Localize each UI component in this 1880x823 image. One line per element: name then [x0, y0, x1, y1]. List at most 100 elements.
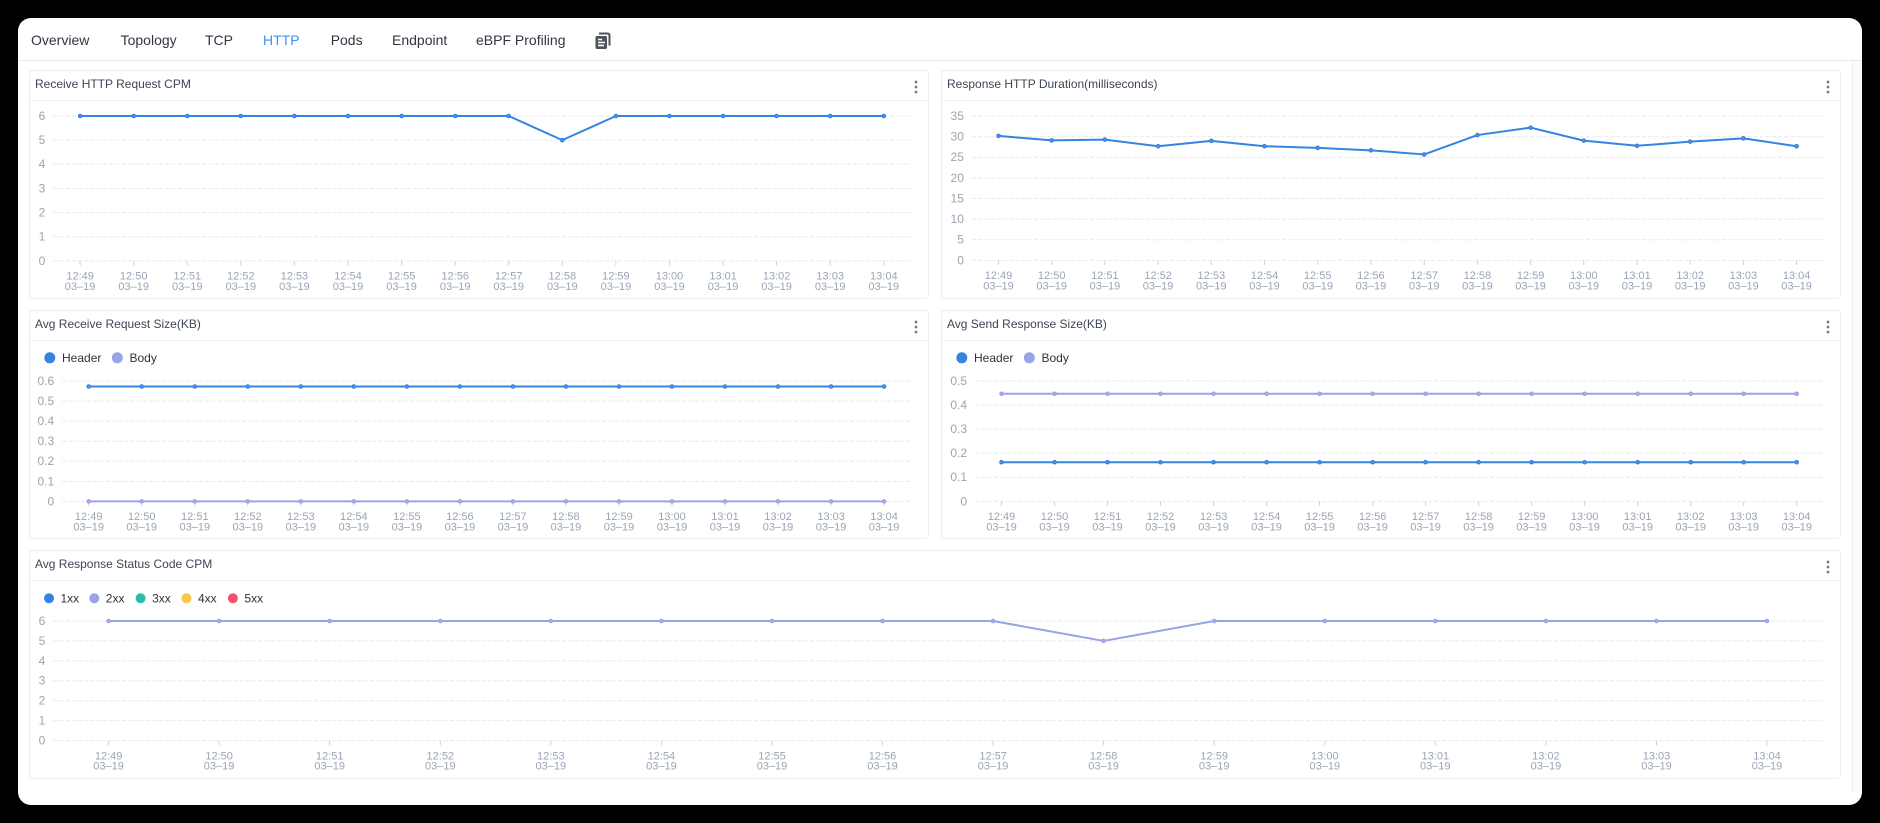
svg-text:03–19: 03–19 — [1357, 522, 1388, 534]
svg-text:03–19: 03–19 — [1462, 281, 1493, 293]
svg-text:30: 30 — [951, 130, 965, 144]
svg-text:12:56: 12:56 — [446, 511, 474, 523]
svg-text:03–19: 03–19 — [93, 761, 124, 773]
svg-text:03–19: 03–19 — [1515, 281, 1546, 293]
svg-text:5: 5 — [39, 634, 46, 648]
svg-text:03–19: 03–19 — [1304, 522, 1335, 534]
svg-text:03–19: 03–19 — [498, 522, 529, 534]
svg-text:6: 6 — [39, 109, 46, 123]
svg-text:03–19: 03–19 — [1039, 522, 1070, 534]
svg-text:03–19: 03–19 — [392, 522, 423, 534]
svg-text:03–19: 03–19 — [708, 281, 739, 293]
svg-text:2: 2 — [39, 694, 46, 708]
svg-text:03–19: 03–19 — [1752, 761, 1783, 773]
svg-text:12:52: 12:52 — [234, 511, 262, 523]
svg-text:12:51: 12:51 — [174, 271, 202, 283]
svg-text:12:52: 12:52 — [1147, 511, 1175, 523]
svg-text:03–19: 03–19 — [1531, 761, 1562, 773]
svg-text:03–19: 03–19 — [761, 281, 792, 293]
svg-text:03–19: 03–19 — [1781, 281, 1812, 293]
svg-text:12:51: 12:51 — [316, 750, 344, 762]
svg-text:03–19: 03–19 — [1249, 281, 1280, 293]
svg-text:2: 2 — [39, 206, 46, 220]
svg-text:12:53: 12:53 — [1200, 511, 1228, 523]
svg-text:12:50: 12:50 — [1038, 270, 1066, 282]
svg-text:0: 0 — [48, 494, 55, 508]
svg-text:3: 3 — [39, 181, 46, 195]
svg-text:12:58: 12:58 — [1090, 750, 1118, 762]
svg-text:Body: Body — [1042, 351, 1069, 365]
svg-text:12:52: 12:52 — [227, 271, 255, 283]
svg-text:13:03: 13:03 — [816, 271, 844, 283]
svg-text:0.2: 0.2 — [38, 454, 55, 468]
svg-text:03–19: 03–19 — [386, 281, 417, 293]
svg-text:03–19: 03–19 — [978, 761, 1009, 773]
svg-text:03–19: 03–19 — [339, 522, 370, 534]
svg-text:4: 4 — [39, 157, 46, 171]
svg-text:13:04: 13:04 — [1783, 270, 1811, 282]
svg-text:03–19: 03–19 — [493, 281, 524, 293]
svg-text:03–19: 03–19 — [118, 281, 149, 293]
svg-text:03–19: 03–19 — [1728, 281, 1759, 293]
svg-text:0.4: 0.4 — [38, 414, 55, 428]
svg-text:03–19: 03–19 — [314, 761, 345, 773]
svg-text:0: 0 — [39, 734, 46, 748]
svg-text:12:58: 12:58 — [1464, 270, 1492, 282]
svg-text:03–19: 03–19 — [536, 761, 567, 773]
svg-text:03–19: 03–19 — [757, 761, 788, 773]
svg-text:25: 25 — [951, 150, 965, 164]
svg-text:03–19: 03–19 — [1569, 522, 1600, 534]
svg-text:0: 0 — [960, 494, 967, 508]
svg-text:03–19: 03–19 — [816, 522, 847, 534]
svg-text:03–19: 03–19 — [986, 522, 1017, 534]
svg-text:12:54: 12:54 — [340, 511, 368, 523]
svg-text:03–19: 03–19 — [710, 522, 741, 534]
svg-text:13:00: 13:00 — [656, 271, 684, 283]
svg-text:12:56: 12:56 — [1357, 270, 1385, 282]
svg-text:12:56: 12:56 — [869, 750, 897, 762]
svg-text:6: 6 — [39, 614, 46, 628]
svg-text:03–19: 03–19 — [1251, 522, 1282, 534]
svg-text:03–19: 03–19 — [1145, 522, 1176, 534]
svg-text:03–19: 03–19 — [1675, 281, 1706, 293]
svg-text:13:04: 13:04 — [1783, 511, 1811, 523]
svg-text:12:53: 12:53 — [537, 750, 565, 762]
svg-text:13:01: 13:01 — [711, 511, 739, 523]
svg-text:03–19: 03–19 — [1356, 281, 1387, 293]
svg-text:03–19: 03–19 — [440, 281, 471, 293]
svg-text:12:58: 12:58 — [1465, 511, 1493, 523]
svg-text:13:03: 13:03 — [1730, 511, 1758, 523]
svg-text:03–19: 03–19 — [1463, 522, 1494, 534]
svg-text:03–19: 03–19 — [126, 522, 157, 534]
svg-text:12:58: 12:58 — [549, 271, 577, 283]
svg-text:0.3: 0.3 — [950, 422, 967, 436]
svg-text:03–19: 03–19 — [333, 281, 364, 293]
svg-text:1: 1 — [39, 230, 46, 244]
svg-text:13:00: 13:00 — [1311, 750, 1339, 762]
svg-text:03–19: 03–19 — [867, 761, 898, 773]
svg-text:13:01: 13:01 — [1624, 511, 1652, 523]
svg-text:03–19: 03–19 — [226, 281, 257, 293]
svg-text:12:54: 12:54 — [1253, 511, 1281, 523]
svg-text:13:01: 13:01 — [709, 271, 737, 283]
svg-text:03–19: 03–19 — [1569, 281, 1600, 293]
svg-text:Body: Body — [130, 351, 157, 365]
svg-text:13:00: 13:00 — [1571, 511, 1599, 523]
svg-text:12:49: 12:49 — [66, 271, 94, 283]
svg-text:13:00: 13:00 — [658, 511, 686, 523]
svg-text:13:01: 13:01 — [1623, 270, 1651, 282]
svg-text:0.1: 0.1 — [950, 470, 967, 484]
svg-text:03–19: 03–19 — [73, 522, 104, 534]
svg-text:03–19: 03–19 — [601, 281, 632, 293]
svg-text:10: 10 — [951, 212, 965, 226]
svg-text:03–19: 03–19 — [657, 522, 688, 534]
svg-text:12:53: 12:53 — [287, 511, 315, 523]
svg-text:5: 5 — [957, 233, 964, 247]
svg-text:35: 35 — [951, 109, 965, 123]
svg-text:Header: Header — [62, 351, 101, 365]
svg-text:03–19: 03–19 — [286, 522, 317, 534]
svg-text:0: 0 — [39, 254, 46, 268]
svg-text:0.6: 0.6 — [38, 374, 55, 388]
svg-text:03–19: 03–19 — [1420, 761, 1451, 773]
svg-text:12:59: 12:59 — [1200, 750, 1228, 762]
